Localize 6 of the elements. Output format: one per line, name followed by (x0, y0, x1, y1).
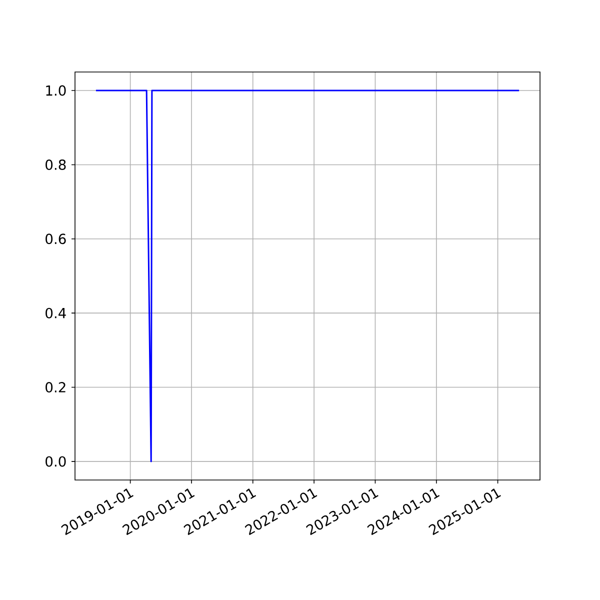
y-tick-label: 0.0 (46, 456, 66, 467)
y-tick-label: 0.4 (46, 308, 66, 318)
y-tick-label: 0.8 (46, 159, 66, 170)
y-tick-label: 0.6 (46, 234, 66, 244)
y-tick-label: 1.0 (46, 85, 66, 96)
y-tick-label: 0.2 (46, 382, 66, 393)
